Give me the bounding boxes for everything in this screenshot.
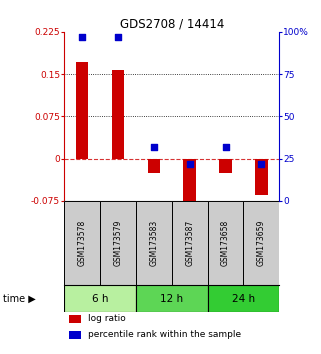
Text: GSM173583: GSM173583 [149, 220, 158, 266]
Text: percentile rank within the sample: percentile rank within the sample [88, 330, 241, 339]
Bar [208, 201, 243, 285]
Point [259, 161, 264, 166]
Bar [136, 285, 208, 312]
Point [151, 144, 156, 150]
Text: log ratio: log ratio [88, 314, 126, 324]
Bar [243, 201, 279, 285]
Bar [68, 315, 82, 323]
Text: GSM173658: GSM173658 [221, 220, 230, 266]
Bar [183, 159, 196, 207]
Text: GSM173587: GSM173587 [185, 220, 194, 266]
Text: 24 h: 24 h [232, 293, 255, 303]
Bar [76, 62, 88, 159]
Bar [136, 201, 172, 285]
Bar [68, 331, 82, 339]
Bar [172, 201, 208, 285]
Bar [100, 201, 136, 285]
Bar [148, 159, 160, 173]
Bar [112, 70, 124, 159]
Text: time ▶: time ▶ [3, 293, 36, 303]
Bar [64, 201, 100, 285]
Bar [219, 159, 232, 173]
Bar [208, 285, 279, 312]
Point [223, 144, 228, 150]
Point [80, 34, 85, 40]
Text: GSM173579: GSM173579 [113, 220, 123, 266]
Title: GDS2708 / 14414: GDS2708 / 14414 [119, 18, 224, 31]
Text: 6 h: 6 h [92, 293, 108, 303]
Bar [255, 159, 268, 195]
Text: 12 h: 12 h [160, 293, 183, 303]
Point [187, 161, 192, 166]
Text: GSM173578: GSM173578 [78, 220, 87, 266]
Point [116, 34, 121, 40]
Bar [64, 285, 136, 312]
Text: GSM173659: GSM173659 [257, 220, 266, 266]
